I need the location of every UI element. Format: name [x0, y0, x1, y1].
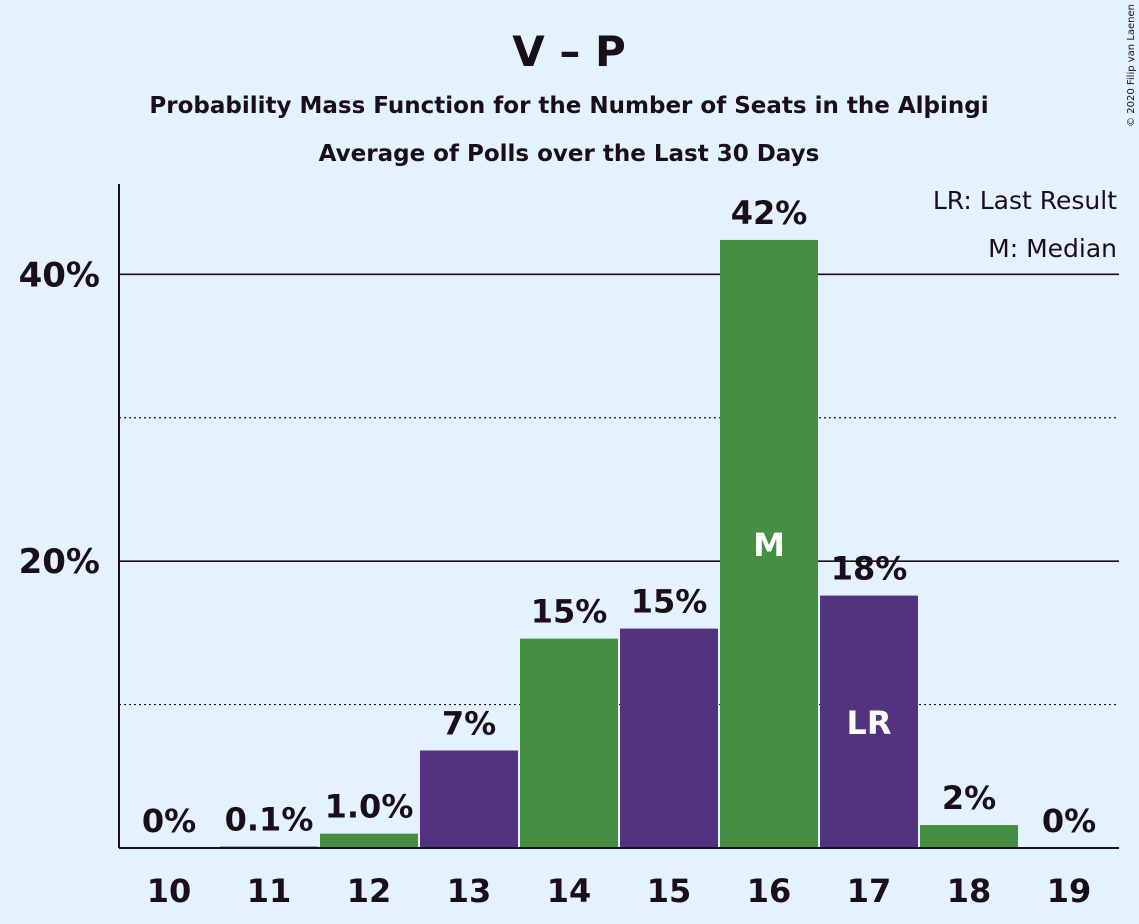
data-label: 0%: [1042, 802, 1096, 840]
data-label: 15%: [531, 593, 608, 631]
chart-subtitle: Probability Mass Function for the Number…: [149, 93, 988, 119]
x-tick-label: 10: [147, 872, 192, 910]
chart-subtitle-secondary: Average of Polls over the Last 30 Days: [319, 141, 820, 167]
x-tick-label: 11: [247, 872, 292, 910]
bar: [920, 825, 1018, 848]
median-marker: M: [753, 526, 785, 564]
x-tick-label: 17: [847, 872, 892, 910]
legend: LR: Last Result M: Median: [933, 186, 1117, 263]
x-tick-label: 12: [347, 872, 392, 910]
data-label: 18%: [831, 550, 908, 588]
legend-entry-last-result: LR: Last Result: [933, 186, 1117, 215]
bar: [420, 750, 518, 848]
last-result-marker: LR: [846, 704, 891, 742]
bar: [520, 638, 618, 848]
data-labels: 0% 0.1% 1.0% 7% 15% 15% 42% 18% 2% 0% M LR: [142, 194, 1096, 840]
legend-entry-median: M: Median: [988, 234, 1117, 263]
x-tick-label: 16: [747, 872, 792, 910]
axes: 20% 40% 10 11 12 13 14 15 16 17 18 19: [19, 184, 1119, 910]
data-label: 42%: [731, 194, 808, 232]
data-label: 1.0%: [325, 788, 414, 826]
data-label: 15%: [631, 583, 708, 621]
x-tick-label: 13: [447, 872, 492, 910]
bar: [720, 239, 818, 848]
x-tick-label: 14: [547, 872, 592, 910]
chart-title: V – P: [512, 27, 626, 76]
gridlines: [119, 273, 1119, 706]
x-tick-label: 15: [647, 872, 692, 910]
data-label: 2%: [942, 779, 996, 817]
data-label: 0%: [142, 802, 196, 840]
x-tick-label: 19: [1047, 872, 1092, 910]
y-tick-label: 20%: [19, 542, 100, 582]
y-tick-label: 40%: [19, 255, 100, 295]
data-label: 0.1%: [225, 801, 314, 839]
x-tick-label: 18: [947, 872, 992, 910]
copyright-notice: © 2020 Filip van Laenen: [1126, 4, 1137, 127]
bars: [220, 239, 1018, 848]
bar: [320, 833, 418, 848]
bar: [820, 595, 918, 848]
bar: [620, 628, 718, 848]
data-label: 7%: [442, 704, 496, 742]
